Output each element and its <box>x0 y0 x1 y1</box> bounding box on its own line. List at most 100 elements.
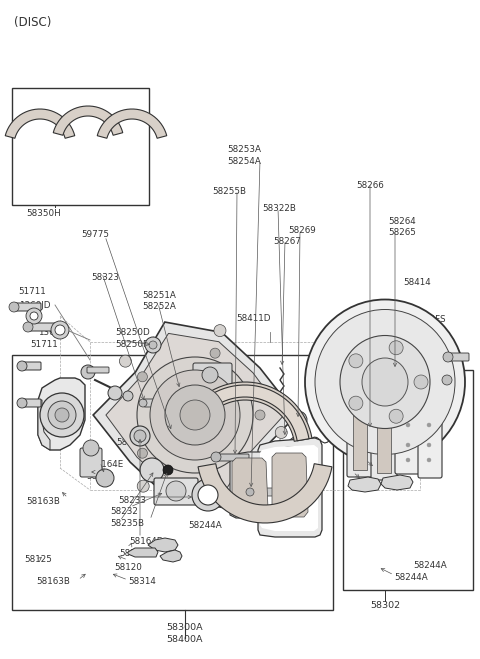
Circle shape <box>166 481 186 501</box>
Ellipse shape <box>349 354 363 368</box>
Circle shape <box>108 386 122 400</box>
Text: 58350H: 58350H <box>26 209 61 218</box>
Circle shape <box>406 458 410 462</box>
Circle shape <box>163 465 173 475</box>
Circle shape <box>149 341 157 349</box>
Ellipse shape <box>389 409 403 423</box>
Text: 1360JD: 1360JD <box>38 328 70 337</box>
Circle shape <box>246 488 254 496</box>
Text: 58264: 58264 <box>388 217 416 226</box>
Polygon shape <box>38 400 50 450</box>
Polygon shape <box>272 453 308 517</box>
Text: (DISC): (DISC) <box>14 16 51 29</box>
FancyBboxPatch shape <box>87 367 109 373</box>
Circle shape <box>275 426 287 438</box>
Bar <box>12 355 333 610</box>
Ellipse shape <box>349 396 363 410</box>
Polygon shape <box>106 333 284 497</box>
Text: 58250R: 58250R <box>115 340 149 349</box>
FancyBboxPatch shape <box>449 353 469 361</box>
Polygon shape <box>128 548 158 557</box>
Text: 58251A: 58251A <box>142 291 176 300</box>
Text: 58267: 58267 <box>273 237 301 246</box>
Circle shape <box>26 308 42 324</box>
Ellipse shape <box>414 375 428 389</box>
Text: 58400A: 58400A <box>167 635 203 644</box>
Circle shape <box>255 410 265 420</box>
Polygon shape <box>5 109 75 138</box>
Polygon shape <box>270 447 310 522</box>
Circle shape <box>17 361 27 371</box>
Ellipse shape <box>340 335 430 428</box>
Bar <box>353 415 367 470</box>
Circle shape <box>170 425 180 435</box>
Circle shape <box>123 391 133 401</box>
FancyBboxPatch shape <box>347 408 373 477</box>
FancyBboxPatch shape <box>254 488 276 496</box>
Ellipse shape <box>362 358 408 406</box>
Circle shape <box>198 485 218 505</box>
Circle shape <box>96 469 114 487</box>
Polygon shape <box>258 438 322 537</box>
Bar <box>12 88 149 205</box>
Text: 1220FS: 1220FS <box>413 315 445 324</box>
Circle shape <box>289 411 307 429</box>
Circle shape <box>427 423 431 427</box>
FancyBboxPatch shape <box>23 362 41 370</box>
Circle shape <box>150 370 240 460</box>
Text: 58244A: 58244A <box>356 458 390 467</box>
Circle shape <box>180 400 210 430</box>
Polygon shape <box>97 109 167 138</box>
Circle shape <box>443 352 453 362</box>
Circle shape <box>237 483 249 495</box>
Text: 58125: 58125 <box>24 555 52 564</box>
Text: 58244A: 58244A <box>413 561 447 570</box>
FancyBboxPatch shape <box>418 406 442 478</box>
Text: 58163B: 58163B <box>26 497 60 506</box>
FancyBboxPatch shape <box>154 478 198 505</box>
Text: 58302: 58302 <box>370 601 400 610</box>
Circle shape <box>145 337 161 353</box>
Circle shape <box>406 443 410 447</box>
Polygon shape <box>260 445 318 531</box>
Circle shape <box>55 408 69 422</box>
Circle shape <box>134 430 146 442</box>
Text: 58164E: 58164E <box>90 460 123 469</box>
Circle shape <box>9 302 19 312</box>
Circle shape <box>427 443 431 447</box>
FancyBboxPatch shape <box>14 303 41 311</box>
Ellipse shape <box>315 310 455 455</box>
Polygon shape <box>160 550 182 562</box>
Circle shape <box>51 321 69 339</box>
Circle shape <box>442 375 452 385</box>
Circle shape <box>242 484 258 500</box>
FancyBboxPatch shape <box>371 405 397 480</box>
Text: 58250D: 58250D <box>115 328 150 337</box>
FancyBboxPatch shape <box>193 363 232 387</box>
Text: 58244A: 58244A <box>116 438 150 447</box>
Polygon shape <box>178 382 312 442</box>
Text: 58235B: 58235B <box>110 519 144 528</box>
Circle shape <box>165 385 225 445</box>
Circle shape <box>406 423 410 427</box>
Circle shape <box>81 365 95 379</box>
Polygon shape <box>230 452 270 518</box>
Ellipse shape <box>305 299 465 465</box>
Text: 58252A: 58252A <box>142 302 176 311</box>
Text: 59775: 59775 <box>81 230 109 239</box>
Circle shape <box>211 452 221 462</box>
Text: 58300A: 58300A <box>167 623 204 632</box>
Polygon shape <box>356 426 410 448</box>
Text: 58414: 58414 <box>403 278 431 287</box>
Circle shape <box>137 448 147 458</box>
Circle shape <box>192 479 224 511</box>
FancyBboxPatch shape <box>144 399 176 407</box>
Polygon shape <box>53 106 123 135</box>
FancyBboxPatch shape <box>23 399 41 407</box>
Text: 51711: 51711 <box>18 287 46 296</box>
Polygon shape <box>348 378 385 395</box>
Polygon shape <box>388 375 425 392</box>
Circle shape <box>202 367 218 383</box>
Text: 58322B: 58322B <box>262 204 296 213</box>
Ellipse shape <box>389 341 403 355</box>
